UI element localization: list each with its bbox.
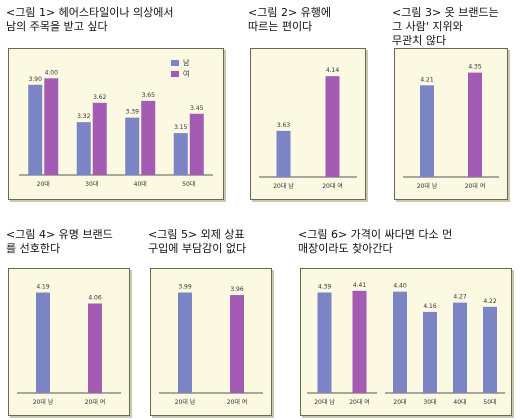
figure-5-chart: 3.99 20대 남 3.96 20대 여 bbox=[159, 284, 263, 406]
value-label-3-0: 3.15 bbox=[174, 124, 188, 131]
figure-3-caption: <그림 3> 옷 브랜드는 그 사람' 지위와 무관치 않다 bbox=[392, 6, 499, 47]
bar-0 bbox=[36, 292, 50, 393]
value-label-b0: 4.40 bbox=[393, 283, 407, 290]
value-label-2-1: 3.65 bbox=[142, 92, 156, 99]
x-tick-label-0: 20대 남 bbox=[175, 398, 196, 406]
bar-a0 bbox=[317, 292, 332, 393]
legend-swatch-male bbox=[171, 59, 179, 66]
bar-b0 bbox=[393, 291, 407, 393]
x-tick-label-b1: 30대 bbox=[423, 398, 436, 406]
value-label-1: 4.06 bbox=[88, 294, 102, 301]
bar-0 bbox=[420, 85, 434, 177]
x-tick-label-1: 20대 여 bbox=[322, 182, 343, 190]
figure-2: <그림 2> 유행에 따르는 편이다 3.63 20대 남 4.14 20대 여 bbox=[248, 6, 378, 202]
bar-0 bbox=[276, 130, 291, 177]
value-label-b3: 4.22 bbox=[483, 298, 497, 305]
value-label-0: 4.21 bbox=[420, 76, 434, 83]
legend-swatch-female bbox=[171, 70, 179, 77]
figure-4-panel: 4.19 20대 남 4.06 20대 여 bbox=[8, 268, 130, 416]
bar-0 bbox=[178, 292, 192, 393]
bar-1 bbox=[325, 76, 340, 177]
value-label-0-0: 3.90 bbox=[29, 76, 43, 83]
value-label-1: 4.14 bbox=[326, 67, 340, 74]
bar-0-1 bbox=[44, 78, 59, 175]
figure-2-chart: 3.63 20대 남 4.14 20대 여 bbox=[259, 67, 357, 190]
value-label-1-0: 3.32 bbox=[77, 113, 91, 120]
figure-2-panel: 3.63 20대 남 4.14 20대 여 bbox=[250, 48, 366, 200]
x-tick-label-0: 20대 bbox=[37, 180, 50, 188]
value-label-3-1: 3.45 bbox=[190, 105, 204, 112]
value-label-b2: 4.27 bbox=[453, 294, 467, 301]
figure-4: <그림 4> 유명 브랜드 를 선호한다 4.19 20대 남 4.06 20대 여 bbox=[6, 228, 136, 418]
figure-1-panel: 3.90 4.00 20대 3.32 3.62 30대 3.39 3.65 40대 3.15 3.4… bbox=[8, 48, 224, 200]
figure-5: <그림 5> 외제 상표 구입에 부담감이 없다 3.99 20대 남 3.96 20… bbox=[148, 228, 278, 418]
value-label-b1: 4.16 bbox=[423, 303, 437, 310]
figure-1: <그림 1> 헤어스타일이나 의상에서 남의 주목을 받고 싶다 3.90 4.0… bbox=[6, 6, 228, 202]
bar-b3 bbox=[483, 306, 497, 393]
legend-label-female: 여 bbox=[183, 69, 190, 78]
figure-1-caption: <그림 1> 헤어스타일이나 의상에서 남의 주목을 받고 싶다 bbox=[6, 6, 174, 33]
bar-b2 bbox=[453, 302, 467, 393]
legend-item-male: 남 bbox=[171, 57, 189, 68]
figure-5-caption: <그림 5> 외제 상표 구입에 부담감이 없다 bbox=[148, 228, 247, 255]
bar-2-0 bbox=[125, 117, 140, 175]
value-label-a0: 4.39 bbox=[318, 284, 332, 291]
value-label-0: 3.99 bbox=[178, 284, 192, 291]
x-tick-label-1: 20대 여 bbox=[85, 398, 106, 406]
bar-2-1 bbox=[141, 100, 156, 175]
figure-6-caption: <그림 6> 가격이 싸다면 다소 먼 매장이라도 찾아간다 bbox=[298, 228, 453, 255]
value-label-0-1: 4.00 bbox=[45, 69, 59, 76]
value-label-1-1: 3.62 bbox=[93, 94, 107, 101]
value-label-1: 3.96 bbox=[230, 286, 244, 293]
x-tick-label-1: 20대 여 bbox=[465, 182, 486, 190]
x-tick-label-0: 20대 남 bbox=[417, 182, 438, 190]
bar-1 bbox=[88, 303, 102, 393]
bar-1-0 bbox=[76, 122, 91, 175]
x-tick-label-3: 50대 bbox=[182, 180, 195, 188]
figure-4-chart: 4.19 20대 남 4.06 20대 여 bbox=[17, 284, 121, 406]
bar-1 bbox=[230, 295, 244, 393]
legend-label-male: 남 bbox=[183, 58, 190, 67]
x-tick-label-b3: 50대 bbox=[483, 398, 496, 406]
figure-6: <그림 6> 가격이 싸다면 다소 먼 매장이라도 찾아간다 4.39 20대 남… bbox=[298, 228, 516, 418]
value-label-a1: 4.41 bbox=[353, 282, 367, 289]
bar-3-0 bbox=[173, 133, 188, 175]
figure-3-panel: 4.21 20대 남 4.35 20대 여 bbox=[394, 48, 508, 200]
bar-0-0 bbox=[28, 84, 43, 175]
bar-b1 bbox=[423, 311, 437, 393]
x-tick-label-a0: 20대 남 bbox=[314, 398, 335, 406]
x-tick-label-a1: 20대 여 bbox=[349, 398, 370, 406]
figure-6-panel: 4.39 20대 남 4.41 20대 여 4.40 20대 4.16 30대 4.27 40대 4… bbox=[300, 268, 512, 416]
x-tick-label-b2: 40대 bbox=[453, 398, 466, 406]
bar-a1 bbox=[352, 290, 367, 393]
x-tick-label-1: 20대 여 bbox=[227, 398, 248, 406]
x-tick-label-0: 20대 남 bbox=[33, 398, 54, 406]
figure-4-caption: <그림 4> 유명 브랜드 를 선호한다 bbox=[6, 228, 113, 255]
x-tick-label-0: 20대 남 bbox=[273, 182, 294, 190]
figure-5-panel: 3.99 20대 남 3.96 20대 여 bbox=[150, 268, 272, 416]
value-label-2-0: 3.39 bbox=[126, 109, 140, 116]
x-tick-label-2: 40대 bbox=[134, 180, 147, 188]
x-tick-label-1: 30대 bbox=[85, 180, 98, 188]
bar-1 bbox=[468, 72, 482, 177]
x-tick-label-b0: 20대 bbox=[393, 398, 406, 406]
bar-3-1 bbox=[189, 113, 204, 175]
value-label-1: 4.35 bbox=[468, 64, 482, 71]
figure-3: <그림 3> 옷 브랜드는 그 사람' 지위와 무관치 않다 4.21 20대 남… bbox=[392, 6, 516, 202]
figure-3-chart: 4.21 20대 남 4.35 20대 여 bbox=[403, 64, 499, 190]
figure-1-legend: 남 여 bbox=[171, 57, 189, 79]
figure-1-chart: 3.904.00 20대 3.32 3.62 30대 3.39 3.65 40대 3.15 3.4… bbox=[19, 69, 213, 188]
value-label-0: 3.63 bbox=[277, 122, 291, 129]
figure-2-caption: <그림 2> 유행에 따르는 편이다 bbox=[248, 6, 332, 33]
bar-1-1 bbox=[92, 102, 107, 175]
value-label-0: 4.19 bbox=[36, 284, 50, 291]
legend-item-female: 여 bbox=[171, 68, 189, 79]
figure-6-chart: 4.39 20대 남 4.41 20대 여 4.40 20대 4.16 30대 4.27 40대 4… bbox=[307, 282, 505, 406]
